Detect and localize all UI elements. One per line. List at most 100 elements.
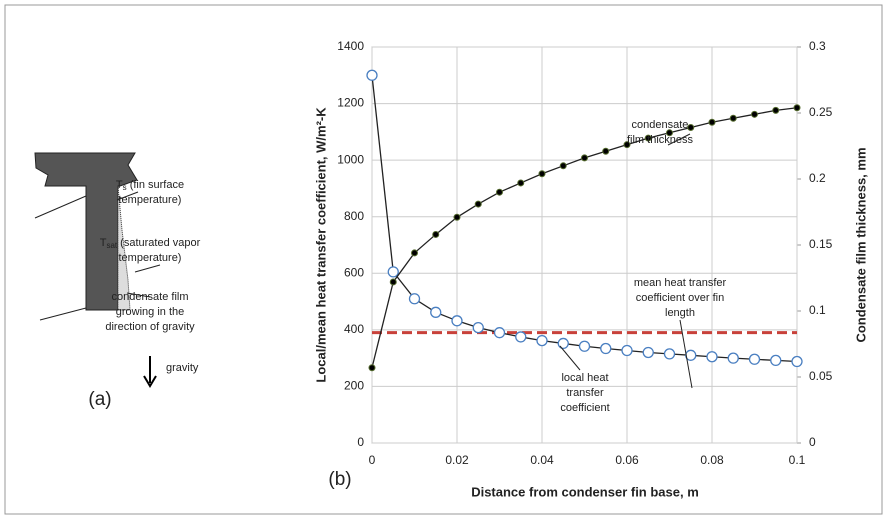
data-point bbox=[387, 266, 399, 278]
data-point bbox=[515, 331, 527, 343]
y2-tick-label: 0.2 bbox=[809, 171, 826, 185]
symbol: T bbox=[100, 237, 107, 249]
data-point bbox=[621, 344, 633, 357]
y-tick-label: 600 bbox=[344, 265, 364, 279]
data-point bbox=[644, 134, 652, 142]
y2-tick-label: 0.3 bbox=[809, 39, 826, 53]
x-tick-label: 0.08 bbox=[700, 453, 724, 467]
gravity-label: gravity bbox=[166, 362, 199, 374]
chart-annotation: coefficient bbox=[560, 402, 609, 414]
data-point bbox=[432, 230, 440, 238]
data-point bbox=[517, 179, 525, 187]
data-point bbox=[496, 188, 503, 196]
data-point bbox=[706, 351, 718, 363]
data-point bbox=[729, 114, 737, 122]
chart-annotation: coefficient over fin bbox=[636, 292, 724, 304]
frame bbox=[4, 4, 883, 515]
data-point bbox=[727, 352, 739, 364]
fin-drawing bbox=[34, 152, 161, 388]
y-tick-label: 1400 bbox=[337, 39, 364, 53]
diagram-annotation: direction of gravity bbox=[105, 321, 195, 333]
data-point bbox=[772, 106, 780, 114]
data-point bbox=[770, 354, 782, 367]
x-tick-label: 0 bbox=[369, 453, 376, 467]
y2-axis-title: Condensate film thickness, mm bbox=[853, 147, 868, 342]
data-point bbox=[791, 355, 803, 368]
data-point bbox=[451, 315, 463, 327]
diagram-annotation: Tsat (saturated vapor bbox=[100, 237, 201, 250]
annotation-line: growing in the bbox=[116, 306, 185, 318]
data-point bbox=[368, 364, 376, 372]
data-point bbox=[557, 337, 569, 350]
data-point bbox=[408, 293, 421, 305]
leader-line bbox=[667, 133, 691, 146]
diagram-annotation: temperature) bbox=[119, 194, 182, 206]
data-point bbox=[687, 124, 695, 132]
panel-label: (a) bbox=[88, 389, 111, 410]
x-tick-label: 0.1 bbox=[789, 453, 806, 467]
data-point bbox=[411, 249, 418, 257]
subscript: sat bbox=[106, 241, 117, 250]
y-tick-label: 1000 bbox=[337, 152, 364, 166]
data-point bbox=[663, 348, 676, 360]
panel-label: (b) bbox=[328, 469, 351, 490]
y2-tick-label: 0 bbox=[809, 435, 816, 449]
chart-annotation: condensate bbox=[632, 119, 689, 131]
y2-tick-label: 0.25 bbox=[809, 105, 833, 119]
data-point bbox=[578, 340, 591, 352]
annotation-line: temperature) bbox=[119, 194, 182, 206]
diagram-annotation: growing in the bbox=[116, 306, 185, 318]
chart-annotation: transfer bbox=[566, 387, 604, 399]
data-point bbox=[602, 147, 610, 155]
data-point bbox=[536, 334, 548, 347]
x-tick-label: 0.02 bbox=[445, 453, 469, 467]
y-tick-label: 800 bbox=[344, 209, 364, 223]
y-tick-label: 0 bbox=[357, 435, 364, 449]
y-tick-label: 1200 bbox=[337, 96, 364, 110]
data-point bbox=[751, 110, 758, 118]
annotation-line: condensate film bbox=[111, 291, 188, 303]
chart-annotation: length bbox=[665, 307, 695, 319]
leader-line bbox=[559, 345, 581, 371]
leader-line bbox=[679, 319, 693, 389]
annotation-line: (fin surface bbox=[130, 179, 184, 191]
x-tick-label: 0.04 bbox=[530, 453, 554, 467]
annotation-line: temperature) bbox=[119, 252, 182, 264]
y-axis-title: Local/mean heat transfer coefficient, W/… bbox=[313, 107, 328, 383]
subscript: s bbox=[123, 183, 127, 192]
data-point bbox=[666, 129, 673, 137]
y2-tick-label: 0.05 bbox=[809, 369, 833, 383]
symbol: T bbox=[116, 179, 123, 191]
data-point bbox=[453, 213, 461, 221]
y2-tick-label: 0.1 bbox=[809, 303, 826, 317]
data-point bbox=[366, 69, 378, 81]
data-point bbox=[623, 141, 631, 149]
diagram-annotation: temperature) bbox=[119, 252, 182, 264]
data-point bbox=[581, 154, 588, 162]
data-point bbox=[389, 278, 397, 286]
data-point bbox=[493, 327, 506, 339]
data-point bbox=[430, 306, 442, 318]
y-tick-label: 400 bbox=[344, 322, 364, 336]
diagram-annotation: condensate film bbox=[111, 291, 188, 303]
data-point bbox=[472, 321, 484, 334]
chart-annotation: mean heat transfer bbox=[634, 277, 727, 289]
x-tick-label: 0.06 bbox=[615, 453, 639, 467]
y2-tick-label: 0.15 bbox=[809, 237, 833, 251]
data-point bbox=[474, 200, 482, 208]
data-point bbox=[708, 118, 716, 126]
data-point bbox=[793, 104, 801, 112]
annotation-line: (saturated vapor bbox=[120, 237, 200, 249]
data-point bbox=[748, 353, 761, 365]
diagram-annotation: Ts (fin surface bbox=[116, 179, 184, 192]
chart-annotation: film thickness bbox=[627, 134, 694, 146]
annotation-line: direction of gravity bbox=[105, 321, 195, 333]
data-point bbox=[600, 342, 612, 355]
x-axis-title: Distance from condenser fin base, m bbox=[471, 484, 699, 499]
data-point bbox=[538, 170, 546, 178]
chart-annotation: local heat bbox=[561, 372, 608, 384]
data-point bbox=[559, 162, 567, 170]
y-tick-label: 200 bbox=[344, 379, 364, 393]
